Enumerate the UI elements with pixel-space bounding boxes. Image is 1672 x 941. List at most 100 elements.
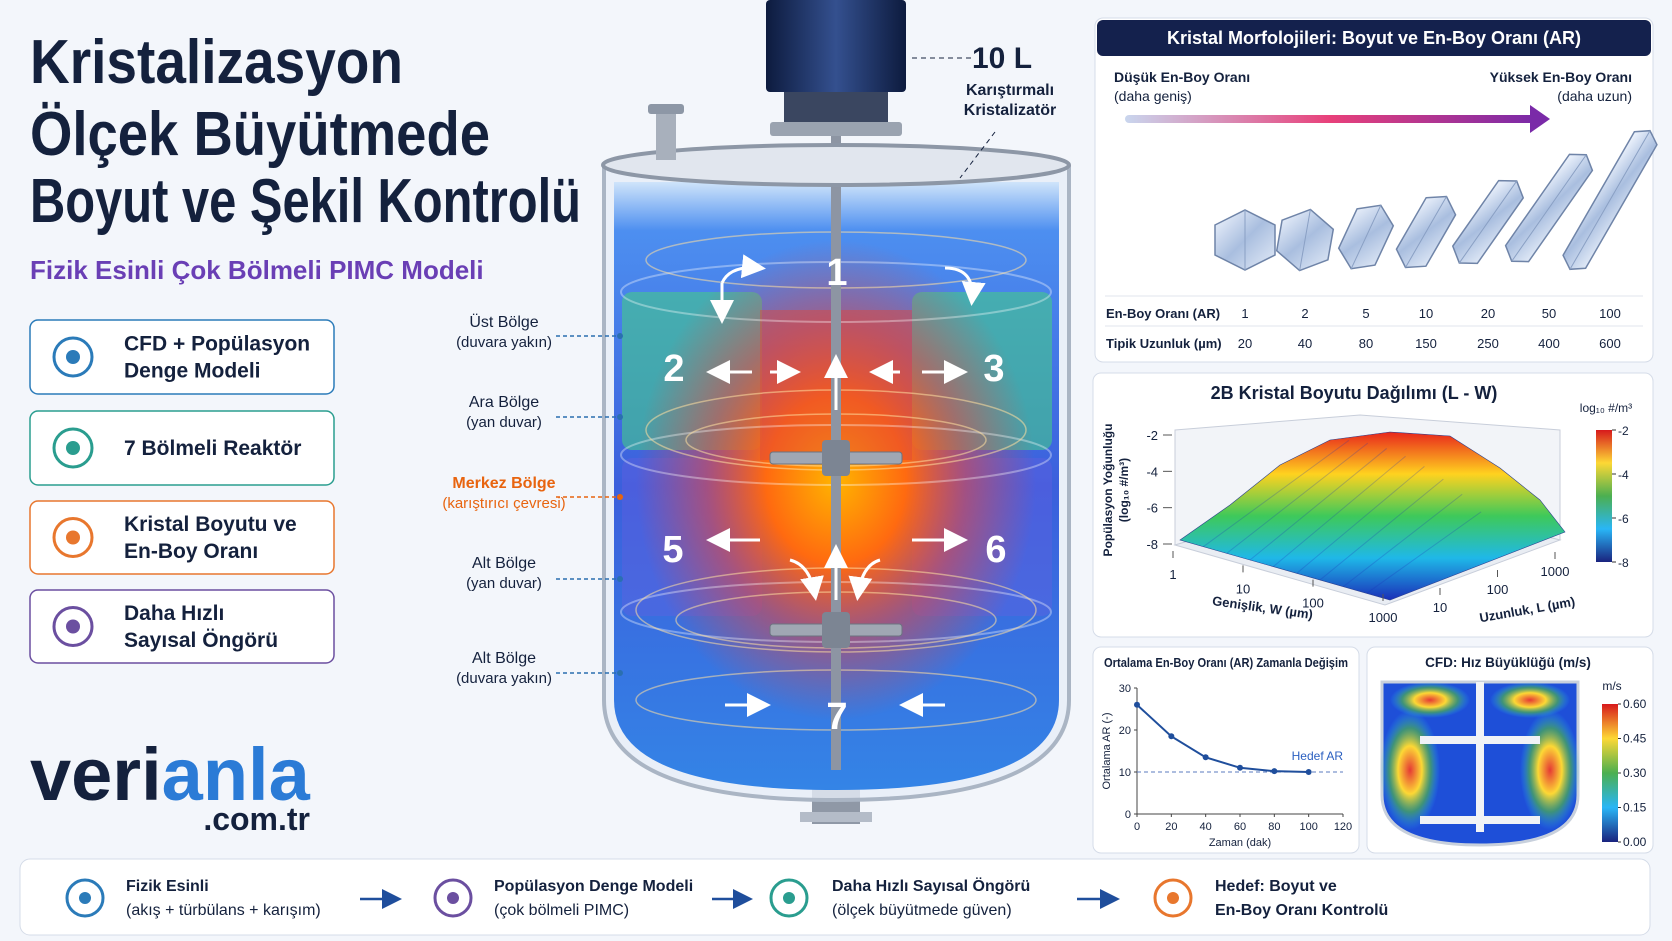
zone-label: Üst Bölge <box>469 313 538 331</box>
feature-icon <box>52 517 94 558</box>
table-cell: 1 <box>1241 306 1248 321</box>
zone-pointer-dot <box>617 670 623 676</box>
flow-arrow <box>720 254 766 284</box>
high-ar-note: (daha uzun) <box>1557 88 1632 104</box>
impeller-hub <box>822 440 850 476</box>
footer-icon <box>65 878 105 918</box>
motor-flange <box>770 122 902 136</box>
zone-pointer-dot <box>617 576 623 582</box>
feature-label: CFD + Popülasyon <box>124 333 310 356</box>
zone-number: 7 <box>826 696 847 738</box>
surface-mesh <box>1203 439 1350 548</box>
colorbar-tick-label: 0.30 <box>1623 766 1647 780</box>
x-tick-label: 40 <box>1200 821 1212 833</box>
zone-note: (duvara yakın) <box>456 670 552 687</box>
feature-icon <box>52 427 94 469</box>
feature-icon <box>52 336 94 378</box>
crystal <box>1451 179 1525 265</box>
x-axis-label: Zaman (dak) <box>1209 837 1271 849</box>
y-tick-label: 10 <box>1119 767 1131 779</box>
zone-number: 1 <box>826 252 847 294</box>
cfd-hot <box>1390 682 1470 718</box>
feature-label: Kristal Boyutu ve <box>124 513 297 536</box>
vessel-outline <box>602 165 1071 803</box>
table-cell: 20 <box>1238 336 1252 351</box>
colorbar-tick-label: -8 <box>1618 556 1629 570</box>
table-cell: 2 <box>1301 306 1308 321</box>
cfd-title: CFD: Hız Büyüklüğü (m/s) <box>1425 655 1591 670</box>
logo-part: anla <box>162 733 311 816</box>
table-cell: 10 <box>1419 306 1433 321</box>
cfd-hot <box>1380 710 1440 830</box>
x-tick-label: 100 <box>1302 596 1324 611</box>
colorbar-tick-label: 0.00 <box>1623 835 1647 849</box>
table-cell: 150 <box>1415 336 1437 351</box>
cfd-unit: m/s <box>1602 679 1621 693</box>
logo-domain: .com.tr <box>203 801 310 837</box>
surface-title: 2B Kristal Boyutu Dağılımı (L - W) <box>1211 383 1498 403</box>
feature-box <box>29 589 335 664</box>
logo: verianla <box>30 733 311 816</box>
table-cell: 50 <box>1542 306 1556 321</box>
footer-title: Daha Hızlı Sayısal Öngörü <box>832 876 1030 895</box>
panel <box>1094 17 1654 363</box>
y-tick-label: 20 <box>1119 725 1131 737</box>
callout-line <box>959 131 996 179</box>
feature-label: Denge Modeli <box>124 360 261 383</box>
table-cell: 250 <box>1477 336 1499 351</box>
point <box>1237 764 1243 771</box>
title-line: Ölçek Büyütmede <box>30 100 490 169</box>
motor-coupling <box>784 92 888 124</box>
zone-number: 2 <box>663 348 684 390</box>
impeller-hub <box>822 612 850 648</box>
z-tick-label: -6 <box>1146 501 1158 516</box>
panel <box>1092 646 1360 854</box>
footer-icon <box>1153 878 1193 918</box>
surface-mesh <box>1226 442 1369 554</box>
colorbar-title: log₁₀ #/m³ <box>1580 401 1632 415</box>
point <box>1168 733 1175 740</box>
motor <box>766 0 906 92</box>
table-cell: En-Boy Oranı (AR) <box>1106 306 1220 321</box>
crystal <box>1214 209 1276 271</box>
zone-note: (yan duvar) <box>466 414 542 431</box>
feature-icon-dot <box>66 441 80 455</box>
lid-port-cap <box>648 104 684 114</box>
low-ar-note: (daha geniş) <box>1114 88 1192 104</box>
x-tick-label: 120 <box>1334 821 1352 833</box>
feature-icon <box>52 606 94 647</box>
surface-mesh <box>1343 493 1463 588</box>
volume-caption: Karıştırmalı <box>966 82 1054 99</box>
z-tick-label: -2 <box>1146 428 1158 443</box>
colorbar-tick-label: 0.45 <box>1623 732 1647 746</box>
feature-icon-dot <box>66 619 80 634</box>
flow-arrow <box>848 558 881 601</box>
crystal-edge <box>1299 209 1311 271</box>
point <box>1134 701 1140 708</box>
panel-header <box>1097 20 1651 56</box>
subtitle: Fizik Esinli Çok Bölmeli PIMC Modeli <box>30 255 484 285</box>
zone-number: 3 <box>983 348 1004 390</box>
zone-pointer-dot <box>617 333 623 339</box>
y-tick-label: 100 <box>1487 582 1509 597</box>
colorbar-tick-label: 0.60 <box>1623 697 1647 711</box>
crystal <box>1275 208 1335 272</box>
surface-mesh <box>1296 466 1425 574</box>
flow-arrow <box>789 558 824 601</box>
zone-number: 5 <box>662 529 683 571</box>
logo-part: veri <box>30 733 162 816</box>
x-tick-label: 60 <box>1234 821 1246 833</box>
colorbar <box>1602 704 1618 842</box>
footer-note: (ölçek büyütmede güven) <box>832 902 1012 919</box>
colorbar-tick-label: -2 <box>1618 424 1629 438</box>
point <box>1202 754 1209 761</box>
cfd-impeller <box>1420 736 1540 744</box>
table-cell: 600 <box>1599 336 1621 351</box>
high-ar-label: Yüksek En-Boy Oranı <box>1490 69 1632 85</box>
colorbar-tick-label: 0.15 <box>1623 801 1647 815</box>
z-axis-label: (log₁₀ #/m³) <box>1117 458 1131 522</box>
y-tick-label: 10 <box>1433 600 1447 615</box>
point <box>1305 769 1312 775</box>
feature-label: En-Boy Oranı <box>124 540 258 563</box>
